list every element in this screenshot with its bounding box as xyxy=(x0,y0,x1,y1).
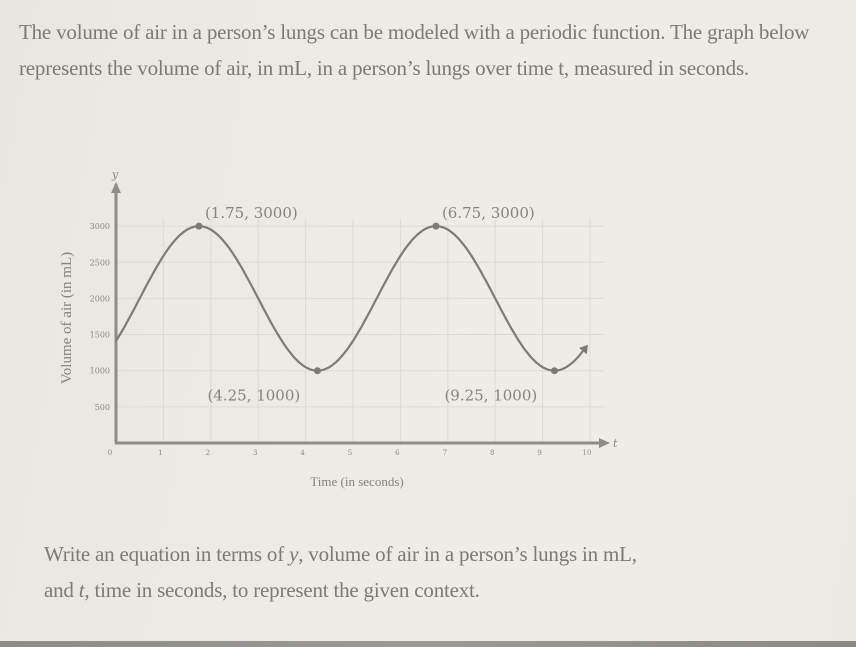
point-label: (6.75, 3000) xyxy=(442,204,535,222)
screen-bottom-edge xyxy=(0,641,856,647)
y-tick-label: 3000 xyxy=(90,222,110,231)
x-tick-label: 3 xyxy=(253,449,257,457)
x-tick-label: 0 xyxy=(108,449,112,457)
x-tick-label: 8 xyxy=(490,449,494,457)
y-tick-label: 1500 xyxy=(90,331,110,340)
y-axis-symbol: y xyxy=(111,168,119,181)
y-axis-arrow-icon xyxy=(111,182,121,193)
point-marker xyxy=(195,222,203,230)
point-label: (4.25, 1000) xyxy=(207,387,300,405)
curve-arrow-icon xyxy=(579,344,588,355)
y-tick-label: 2000 xyxy=(90,294,110,303)
x-tick-label: 6 xyxy=(395,449,400,457)
x-axis-arrow-icon xyxy=(599,438,610,448)
variable-y: y xyxy=(289,542,299,566)
y-axis-title: Volume of air (in mL) xyxy=(59,252,75,384)
x-tick-label: 9 xyxy=(537,449,541,457)
point-label: (9.25, 1000) xyxy=(444,387,537,405)
intro-paragraph: The volume of air in a person’s lungs ca… xyxy=(19,20,810,80)
point-marker xyxy=(550,367,558,375)
x-tick-label: 7 xyxy=(443,449,447,457)
x-axis-symbol: t xyxy=(613,437,618,450)
y-tick-label: 500 xyxy=(95,403,110,412)
x-tick-label: 10 xyxy=(583,449,592,457)
y-tick-label: 2500 xyxy=(90,258,110,267)
x-tick-label: 5 xyxy=(348,449,352,457)
x-tick-label: 1 xyxy=(158,449,162,457)
y-tick-label: 1000 xyxy=(90,367,110,376)
question-text-3: , time in seconds, to represent the give… xyxy=(84,578,480,602)
point-label: (1.75, 3000) xyxy=(205,204,298,222)
x-axis-title: Time (in seconds) xyxy=(310,474,403,489)
x-tick-label: 4 xyxy=(300,449,305,457)
question-paragraph: Write an equation in terms of y, volume … xyxy=(44,536,644,608)
question-text-1: Write an equation in terms of xyxy=(44,542,290,566)
x-tick-label: 2 xyxy=(206,449,210,457)
volume-time-graph: y t 500 1000 1500 2000 2500 3000 0 1 2 3 4 5 6 7 8 9 10 Tim… xyxy=(59,168,618,489)
sinusoid-curve xyxy=(115,224,584,372)
point-marker xyxy=(313,367,321,375)
variable-t: t xyxy=(78,578,85,602)
question-text-2: , volume of air in a person’s lungs in m… xyxy=(44,542,637,602)
point-marker xyxy=(432,222,440,230)
